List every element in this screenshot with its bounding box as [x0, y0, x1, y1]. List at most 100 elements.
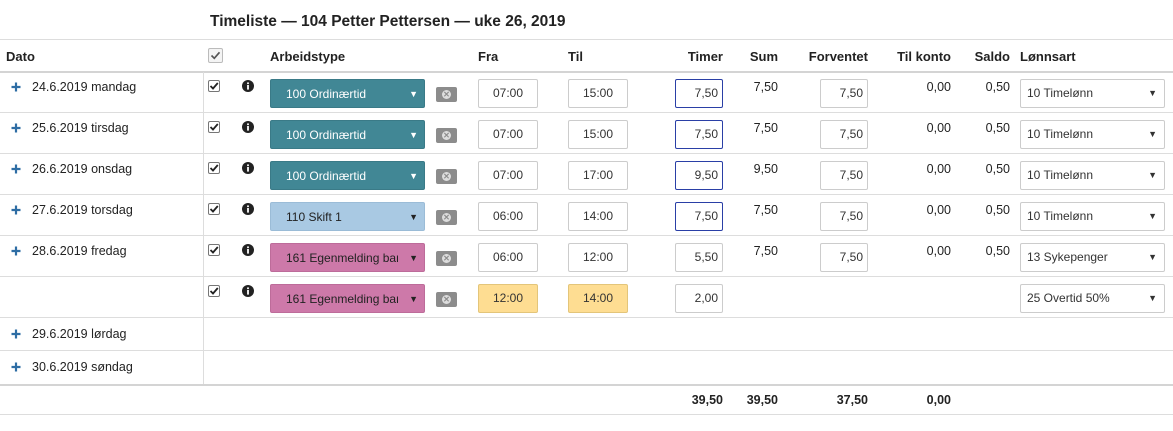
arbeidstype-select[interactable]: 161 Egenmelding barn ▼: [270, 243, 425, 272]
header-arbeidstype: Arbeidstype: [270, 49, 346, 64]
timer-input[interactable]: 5,50: [675, 243, 723, 272]
row-checkbox[interactable]: [208, 203, 220, 215]
row-date: 26.6.2019 onsdag: [32, 162, 133, 176]
info-icon[interactable]: [242, 162, 254, 174]
til-input[interactable]: 17:00: [568, 161, 628, 190]
arbeidstype-select[interactable]: 100 Ordinærtid ▼: [270, 79, 425, 108]
row-checkbox[interactable]: [208, 121, 220, 133]
row-checkbox[interactable]: [208, 162, 220, 174]
info-icon[interactable]: [242, 121, 254, 133]
lonnsart-select[interactable]: 10 Timelønn ▼: [1020, 202, 1165, 231]
remove-row-button[interactable]: ✕: [436, 292, 457, 307]
remove-row-button[interactable]: ✕: [436, 251, 457, 266]
checkmark-icon: [209, 123, 219, 131]
arbeidstype-select[interactable]: 100 Ordinærtid ▼: [270, 161, 425, 190]
timer-input[interactable]: 2,00: [675, 284, 723, 313]
timer-input[interactable]: 9,50: [675, 161, 723, 190]
checkmark-icon: [210, 51, 221, 60]
row-checkbox[interactable]: [208, 80, 220, 92]
select-all-checkbox[interactable]: [208, 48, 223, 63]
sum-value: 7,50: [753, 80, 778, 94]
plus-icon: [11, 362, 21, 372]
timer-input[interactable]: 7,50: [675, 202, 723, 231]
timer-input[interactable]: 7,50: [675, 79, 723, 108]
caret-down-icon: ▼: [409, 130, 418, 140]
row-divider: [0, 317, 1173, 318]
row-date: 25.6.2019 tirsdag: [32, 121, 129, 135]
remove-icon: ✕: [442, 295, 451, 304]
expand-row-button[interactable]: [11, 81, 21, 95]
til-input[interactable]: 12:00: [568, 243, 628, 272]
header-forventet: Forventet: [808, 49, 868, 64]
checkmark-icon: [209, 246, 219, 254]
row-date: 29.6.2019 lørdag: [32, 327, 127, 341]
checkmark-icon: [209, 205, 219, 213]
fra-input[interactable]: 06:00: [478, 202, 538, 231]
remove-row-button[interactable]: ✕: [436, 128, 457, 143]
til-konto-value: 0,00: [926, 121, 951, 135]
fra-input[interactable]: 07:00: [478, 79, 538, 108]
arbeidstype-select[interactable]: 100 Ordinærtid ▼: [270, 120, 425, 149]
row-divider: [0, 153, 1173, 154]
arbeidstype-select[interactable]: 161 Egenmelding barn ▼: [270, 284, 425, 313]
til-input[interactable]: 14:00: [568, 202, 628, 231]
til-konto-value: 0,00: [926, 162, 951, 176]
header-timer: Timer: [687, 49, 723, 64]
expand-row-button[interactable]: [11, 122, 21, 136]
expand-row-button[interactable]: [11, 163, 21, 177]
row-checkbox[interactable]: [208, 285, 220, 297]
forventet-input[interactable]: 7,50: [820, 161, 868, 190]
totals-top-divider: [0, 384, 1173, 386]
arbeidstype-value: 161 Egenmelding barn: [286, 292, 398, 306]
forventet-input[interactable]: 7,50: [820, 79, 868, 108]
remove-row-button[interactable]: ✕: [436, 87, 457, 102]
til-input[interactable]: 15:00: [568, 120, 628, 149]
remove-row-button[interactable]: ✕: [436, 169, 457, 184]
header-dato: Dato: [6, 49, 35, 64]
fra-input[interactable]: 12:00: [478, 284, 538, 313]
info-icon[interactable]: [242, 244, 254, 256]
row-date: 30.6.2019 søndag: [32, 360, 133, 374]
header-bottom-divider: [0, 71, 1173, 73]
fra-input[interactable]: 07:00: [478, 161, 538, 190]
row-date: 27.6.2019 torsdag: [32, 203, 133, 217]
header-lonnsart: Lønnsart: [1020, 49, 1076, 64]
forventet-input[interactable]: 7,50: [820, 202, 868, 231]
lonnsart-value: 10 Timelønn: [1027, 209, 1094, 223]
info-icon[interactable]: [242, 285, 254, 297]
header-fra: Fra: [478, 49, 499, 64]
remove-row-button[interactable]: ✕: [436, 210, 457, 225]
caret-down-icon: ▼: [1148, 170, 1157, 180]
expand-row-button[interactable]: [11, 245, 21, 259]
caret-down-icon: ▼: [409, 89, 418, 99]
expand-row-button[interactable]: [11, 204, 21, 218]
arbeidstype-select[interactable]: 110 Skift 1 ▼: [270, 202, 425, 231]
date-column-divider: [203, 72, 204, 385]
lonnsart-select[interactable]: 10 Timelønn ▼: [1020, 120, 1165, 149]
expand-row-button[interactable]: [11, 361, 21, 375]
row-date: 24.6.2019 mandag: [32, 80, 137, 94]
row-checkbox[interactable]: [208, 244, 220, 256]
caret-down-icon: ▼: [1148, 129, 1157, 139]
expand-row-button[interactable]: [11, 328, 21, 342]
fra-input[interactable]: 06:00: [478, 243, 538, 272]
forventet-input[interactable]: 7,50: [820, 243, 868, 272]
header-til-konto: Til konto: [897, 49, 951, 64]
lonnsart-select[interactable]: 25 Overtid 50% ▼: [1020, 284, 1165, 313]
til-input[interactable]: 14:00: [568, 284, 628, 313]
lonnsart-select[interactable]: 10 Timelønn ▼: [1020, 79, 1165, 108]
plus-icon: [11, 329, 21, 339]
info-icon[interactable]: [242, 80, 254, 92]
timer-input[interactable]: 7,50: [675, 120, 723, 149]
sum-value: 9,50: [753, 162, 778, 176]
til-input[interactable]: 15:00: [568, 79, 628, 108]
totals-bottom-divider: [0, 414, 1173, 415]
lonnsart-select[interactable]: 13 Sykepenger ▼: [1020, 243, 1165, 272]
sum-value: 7,50: [753, 244, 778, 258]
fra-input[interactable]: 07:00: [478, 120, 538, 149]
lonnsart-select[interactable]: 10 Timelønn ▼: [1020, 161, 1165, 190]
remove-icon: ✕: [442, 213, 451, 222]
lonnsart-value: 10 Timelønn: [1027, 127, 1094, 141]
forventet-input[interactable]: 7,50: [820, 120, 868, 149]
info-icon[interactable]: [242, 203, 254, 215]
